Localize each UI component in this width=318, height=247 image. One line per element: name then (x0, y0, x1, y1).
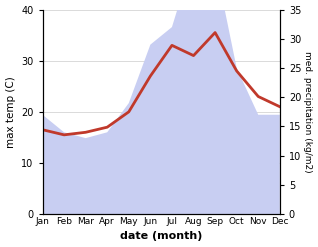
Y-axis label: med. precipitation (kg/m2): med. precipitation (kg/m2) (303, 51, 313, 173)
Y-axis label: max temp (C): max temp (C) (5, 76, 16, 148)
X-axis label: date (month): date (month) (120, 231, 202, 242)
